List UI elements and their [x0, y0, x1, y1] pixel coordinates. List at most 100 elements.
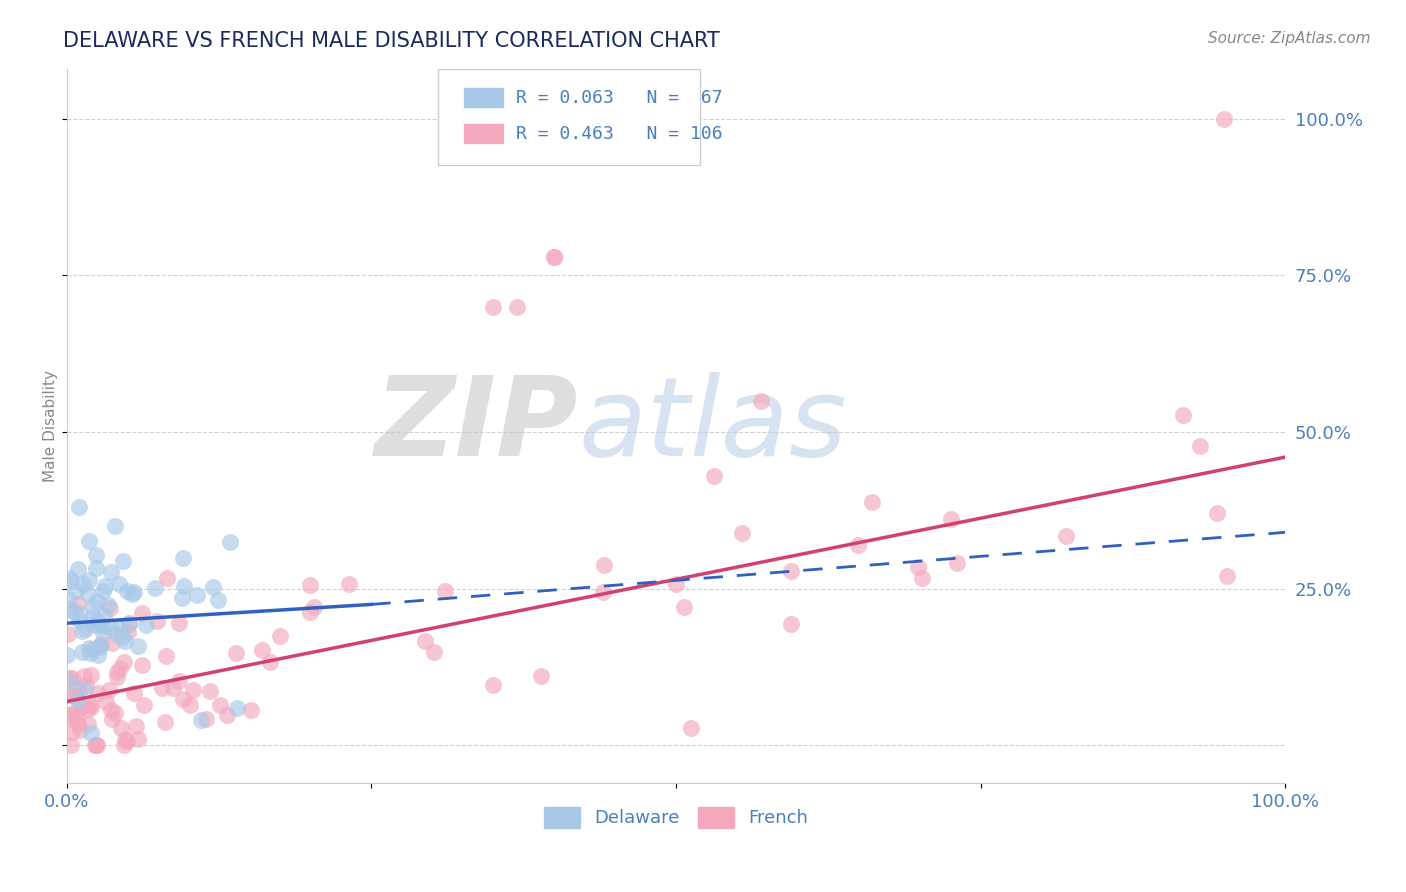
Point [73, 669, 96, 683]
Point [77, 641, 100, 656]
Point [56, 626, 79, 640]
Point [208, 698, 231, 712]
Text: atlas: atlas [578, 372, 846, 479]
Point [79, 646, 101, 660]
Text: R = 0.463   N = 106: R = 0.463 N = 106 [516, 125, 723, 143]
Point [125, 719, 148, 733]
Point [506, 300, 529, 314]
Point [80, 699, 103, 714]
Point [69, 607, 91, 621]
Point [846, 538, 869, 552]
Point [87, 648, 110, 663]
Point [127, 639, 149, 653]
Point [298, 578, 321, 592]
Point [673, 600, 696, 615]
Point [59, 602, 82, 616]
Point [66, 597, 89, 611]
Point [143, 581, 166, 595]
Point [76, 701, 98, 715]
Point [122, 585, 145, 599]
Point [422, 645, 444, 659]
Point [482, 300, 505, 314]
Point [72, 624, 94, 638]
Point [939, 512, 962, 526]
Point [89, 618, 111, 632]
Point [63, 706, 86, 720]
Point [1213, 112, 1236, 126]
Point [79, 534, 101, 549]
Point [86, 593, 108, 607]
Point [56, 591, 79, 606]
Point [259, 655, 281, 669]
Point [150, 681, 173, 696]
Point [105, 665, 128, 679]
Point [731, 525, 754, 540]
Point [108, 661, 131, 675]
Point [86, 613, 108, 627]
Point [299, 606, 322, 620]
Point [112, 656, 135, 670]
Point [1171, 408, 1194, 422]
Point [543, 250, 565, 264]
Point [58, 688, 80, 702]
Point [252, 642, 274, 657]
Point [60, 725, 83, 739]
Point [80, 667, 103, 681]
Point [58, 707, 80, 722]
Point [60, 711, 83, 725]
Point [82, 642, 104, 657]
Point [75, 678, 97, 692]
Point [167, 616, 190, 631]
Point [98, 620, 121, 634]
Point [114, 731, 136, 746]
Point [122, 686, 145, 700]
Point [67, 500, 90, 515]
Point [93, 609, 115, 624]
Point [162, 681, 184, 695]
Point [201, 580, 224, 594]
Point [63, 689, 86, 703]
Point [183, 683, 205, 698]
Point [73, 683, 96, 698]
Point [67, 693, 90, 707]
Point [73, 622, 96, 636]
Point [681, 722, 703, 736]
Point [107, 670, 129, 684]
Point [413, 633, 436, 648]
Point [86, 739, 108, 753]
Point [907, 560, 929, 574]
Point [60, 574, 83, 589]
Point [59, 739, 82, 753]
Point [94, 579, 117, 593]
Point [200, 684, 222, 698]
Point [91, 626, 114, 640]
Point [190, 714, 212, 728]
Point [115, 584, 138, 599]
Point [114, 634, 136, 648]
Point [70, 645, 93, 659]
Point [100, 703, 122, 717]
Point [910, 571, 932, 585]
Point [117, 625, 139, 640]
Point [155, 714, 177, 729]
Point [55, 648, 77, 662]
Point [107, 576, 129, 591]
Point [76, 587, 98, 601]
Point [69, 723, 91, 737]
Point [104, 627, 127, 641]
Point [111, 630, 134, 644]
Point [77, 573, 100, 587]
Point [135, 618, 157, 632]
Point [339, 576, 361, 591]
Point [592, 584, 614, 599]
Point [118, 615, 141, 630]
Point [65, 710, 87, 724]
Point [179, 698, 201, 712]
Point [1205, 506, 1227, 520]
Point [67, 717, 90, 731]
Point [70, 699, 93, 714]
Point [110, 721, 132, 735]
Point [269, 629, 291, 643]
Point [219, 534, 242, 549]
Point [482, 678, 505, 692]
